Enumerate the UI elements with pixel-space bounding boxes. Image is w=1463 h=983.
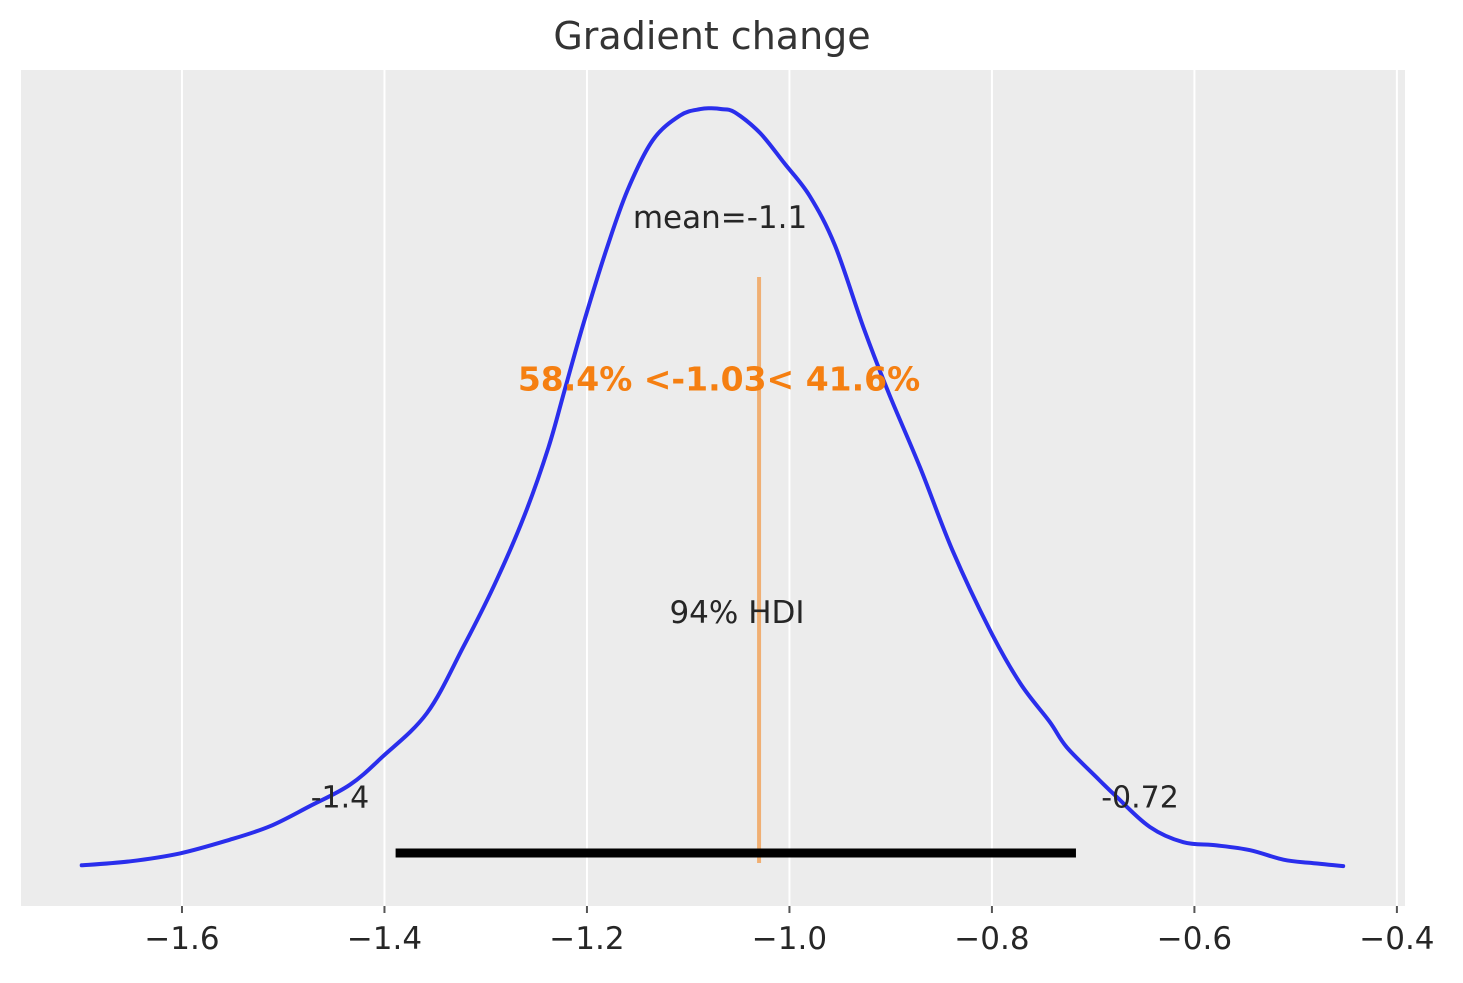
hdi-upper-label: -0.72 <box>1101 780 1179 816</box>
ref-value-annotation: 58.4% <-1.03< 41.6% <box>517 359 921 399</box>
hdi-probability-label: 94% HDI <box>669 595 805 631</box>
x-tick-label: −0.4 <box>1359 921 1435 957</box>
plot-title: Gradient change <box>553 14 871 58</box>
hdi-lower-label: -1.4 <box>310 780 370 816</box>
x-tick-label: −1.0 <box>751 921 828 957</box>
mean-annotation: mean=-1.1 <box>632 200 808 236</box>
x-tick-label: −0.8 <box>954 921 1030 957</box>
x-tick-label: −0.6 <box>1156 921 1233 957</box>
axes-background <box>21 70 1405 906</box>
kde-curve <box>79 106 1346 869</box>
x-tick-label: −1.6 <box>144 921 220 957</box>
x-tick-label: −1.2 <box>549 921 625 957</box>
x-tick-label: −1.4 <box>346 921 423 957</box>
